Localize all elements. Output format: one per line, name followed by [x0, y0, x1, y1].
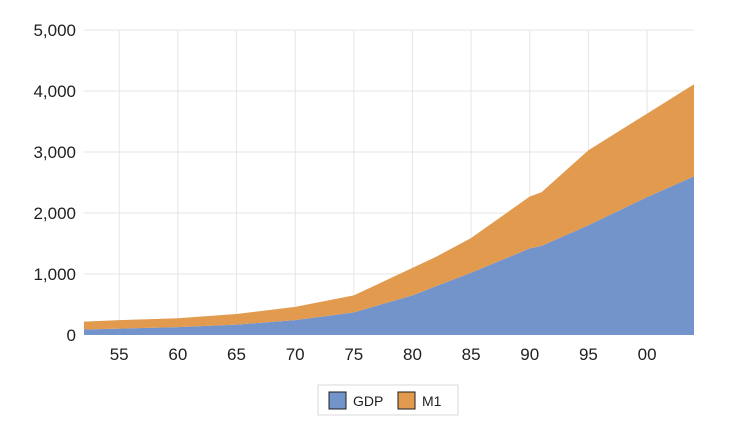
y-tick-label: 1,000	[33, 265, 76, 284]
x-tick-label: 60	[168, 345, 187, 364]
y-tick-label: 5,000	[33, 21, 76, 40]
x-tick-label: 00	[638, 345, 657, 364]
x-tick-label: 75	[344, 345, 363, 364]
x-tick-label: 95	[579, 345, 598, 364]
legend: GDP M1	[317, 384, 459, 416]
legend-swatch-m1	[397, 391, 416, 410]
x-axis: 55 60 65 70 75 80 85 90 95 00	[110, 345, 657, 364]
y-tick-label: 3,000	[33, 143, 76, 162]
legend-label-m1: M1	[422, 393, 442, 409]
x-tick-label: 80	[403, 345, 422, 364]
area-gdp	[84, 176, 694, 335]
series-areas	[84, 84, 694, 335]
x-tick-label: 70	[286, 345, 305, 364]
legend-label-gdp: GDP	[353, 393, 383, 409]
area-m1	[84, 84, 694, 330]
y-tick-label: 0	[67, 326, 76, 345]
legend-swatch-gdp	[328, 391, 347, 410]
x-tick-label: 90	[520, 345, 539, 364]
y-tick-label: 2,000	[33, 204, 76, 223]
x-tick-label: 85	[462, 345, 481, 364]
y-tick-label: 4,000	[33, 82, 76, 101]
x-tick-label: 65	[227, 345, 246, 364]
y-axis: 0 1,000 2,000 3,000 4,000 5,000	[33, 21, 76, 345]
x-tick-label: 55	[110, 345, 129, 364]
